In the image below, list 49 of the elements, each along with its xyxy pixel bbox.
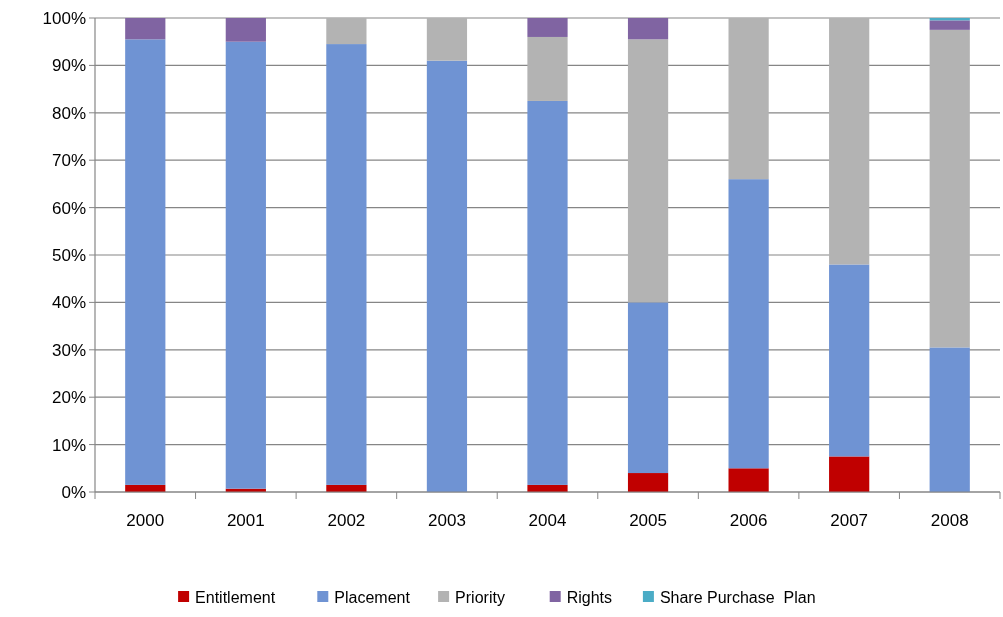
y-tick-label: 100% bbox=[42, 8, 86, 28]
legend-label: Share Purchase Plan bbox=[659, 588, 816, 606]
bar bbox=[829, 18, 870, 265]
bar bbox=[627, 473, 669, 492]
y-tick-label: 70% bbox=[51, 151, 86, 171]
y-tick-label: 40% bbox=[51, 293, 86, 313]
y-tick-label: 60% bbox=[51, 198, 86, 218]
bar bbox=[627, 39, 669, 303]
legend-label: Priority bbox=[455, 588, 505, 606]
bar bbox=[929, 20, 970, 30]
x-tick-label: 2002 bbox=[327, 511, 366, 530]
y-tick-label: 0% bbox=[61, 482, 86, 502]
bar bbox=[527, 18, 568, 37]
x-tick-label: 2004 bbox=[528, 511, 567, 530]
y-tick-label: 30% bbox=[51, 340, 86, 360]
bar bbox=[426, 60, 468, 492]
y-tick-label: 20% bbox=[51, 388, 86, 408]
bar bbox=[426, 18, 468, 61]
x-tick-label: 2008 bbox=[930, 511, 969, 530]
bar bbox=[326, 44, 367, 485]
legend-label: Placement bbox=[334, 588, 411, 606]
bar bbox=[728, 468, 769, 492]
bar bbox=[929, 29, 970, 348]
x-tick-label: 2007 bbox=[830, 511, 869, 530]
bar bbox=[627, 302, 669, 474]
bar bbox=[728, 179, 769, 469]
bar bbox=[829, 264, 870, 457]
x-tick-label: 2005 bbox=[629, 511, 667, 530]
y-tick-label: 90% bbox=[51, 56, 86, 76]
bar bbox=[829, 456, 870, 492]
x-tick-label: 2003 bbox=[428, 511, 466, 530]
x-tick-label: 2000 bbox=[126, 511, 165, 530]
x-tick-label: 2001 bbox=[226, 511, 265, 530]
legend-label: Rights bbox=[566, 588, 613, 606]
bar bbox=[527, 36, 568, 101]
bar bbox=[527, 100, 568, 485]
bar bbox=[728, 18, 769, 180]
y-tick-label: 50% bbox=[51, 245, 86, 265]
legend-label: Entitlement bbox=[195, 588, 276, 606]
bar bbox=[225, 41, 266, 489]
bar bbox=[125, 18, 166, 40]
y-tick-label: 10% bbox=[51, 435, 86, 455]
x-tick-label: 2006 bbox=[729, 511, 768, 530]
bar bbox=[326, 18, 367, 45]
y-tick-label: 80% bbox=[51, 103, 86, 123]
bar bbox=[929, 347, 970, 492]
bar bbox=[627, 18, 669, 40]
bar bbox=[125, 39, 166, 485]
bar bbox=[225, 18, 266, 42]
